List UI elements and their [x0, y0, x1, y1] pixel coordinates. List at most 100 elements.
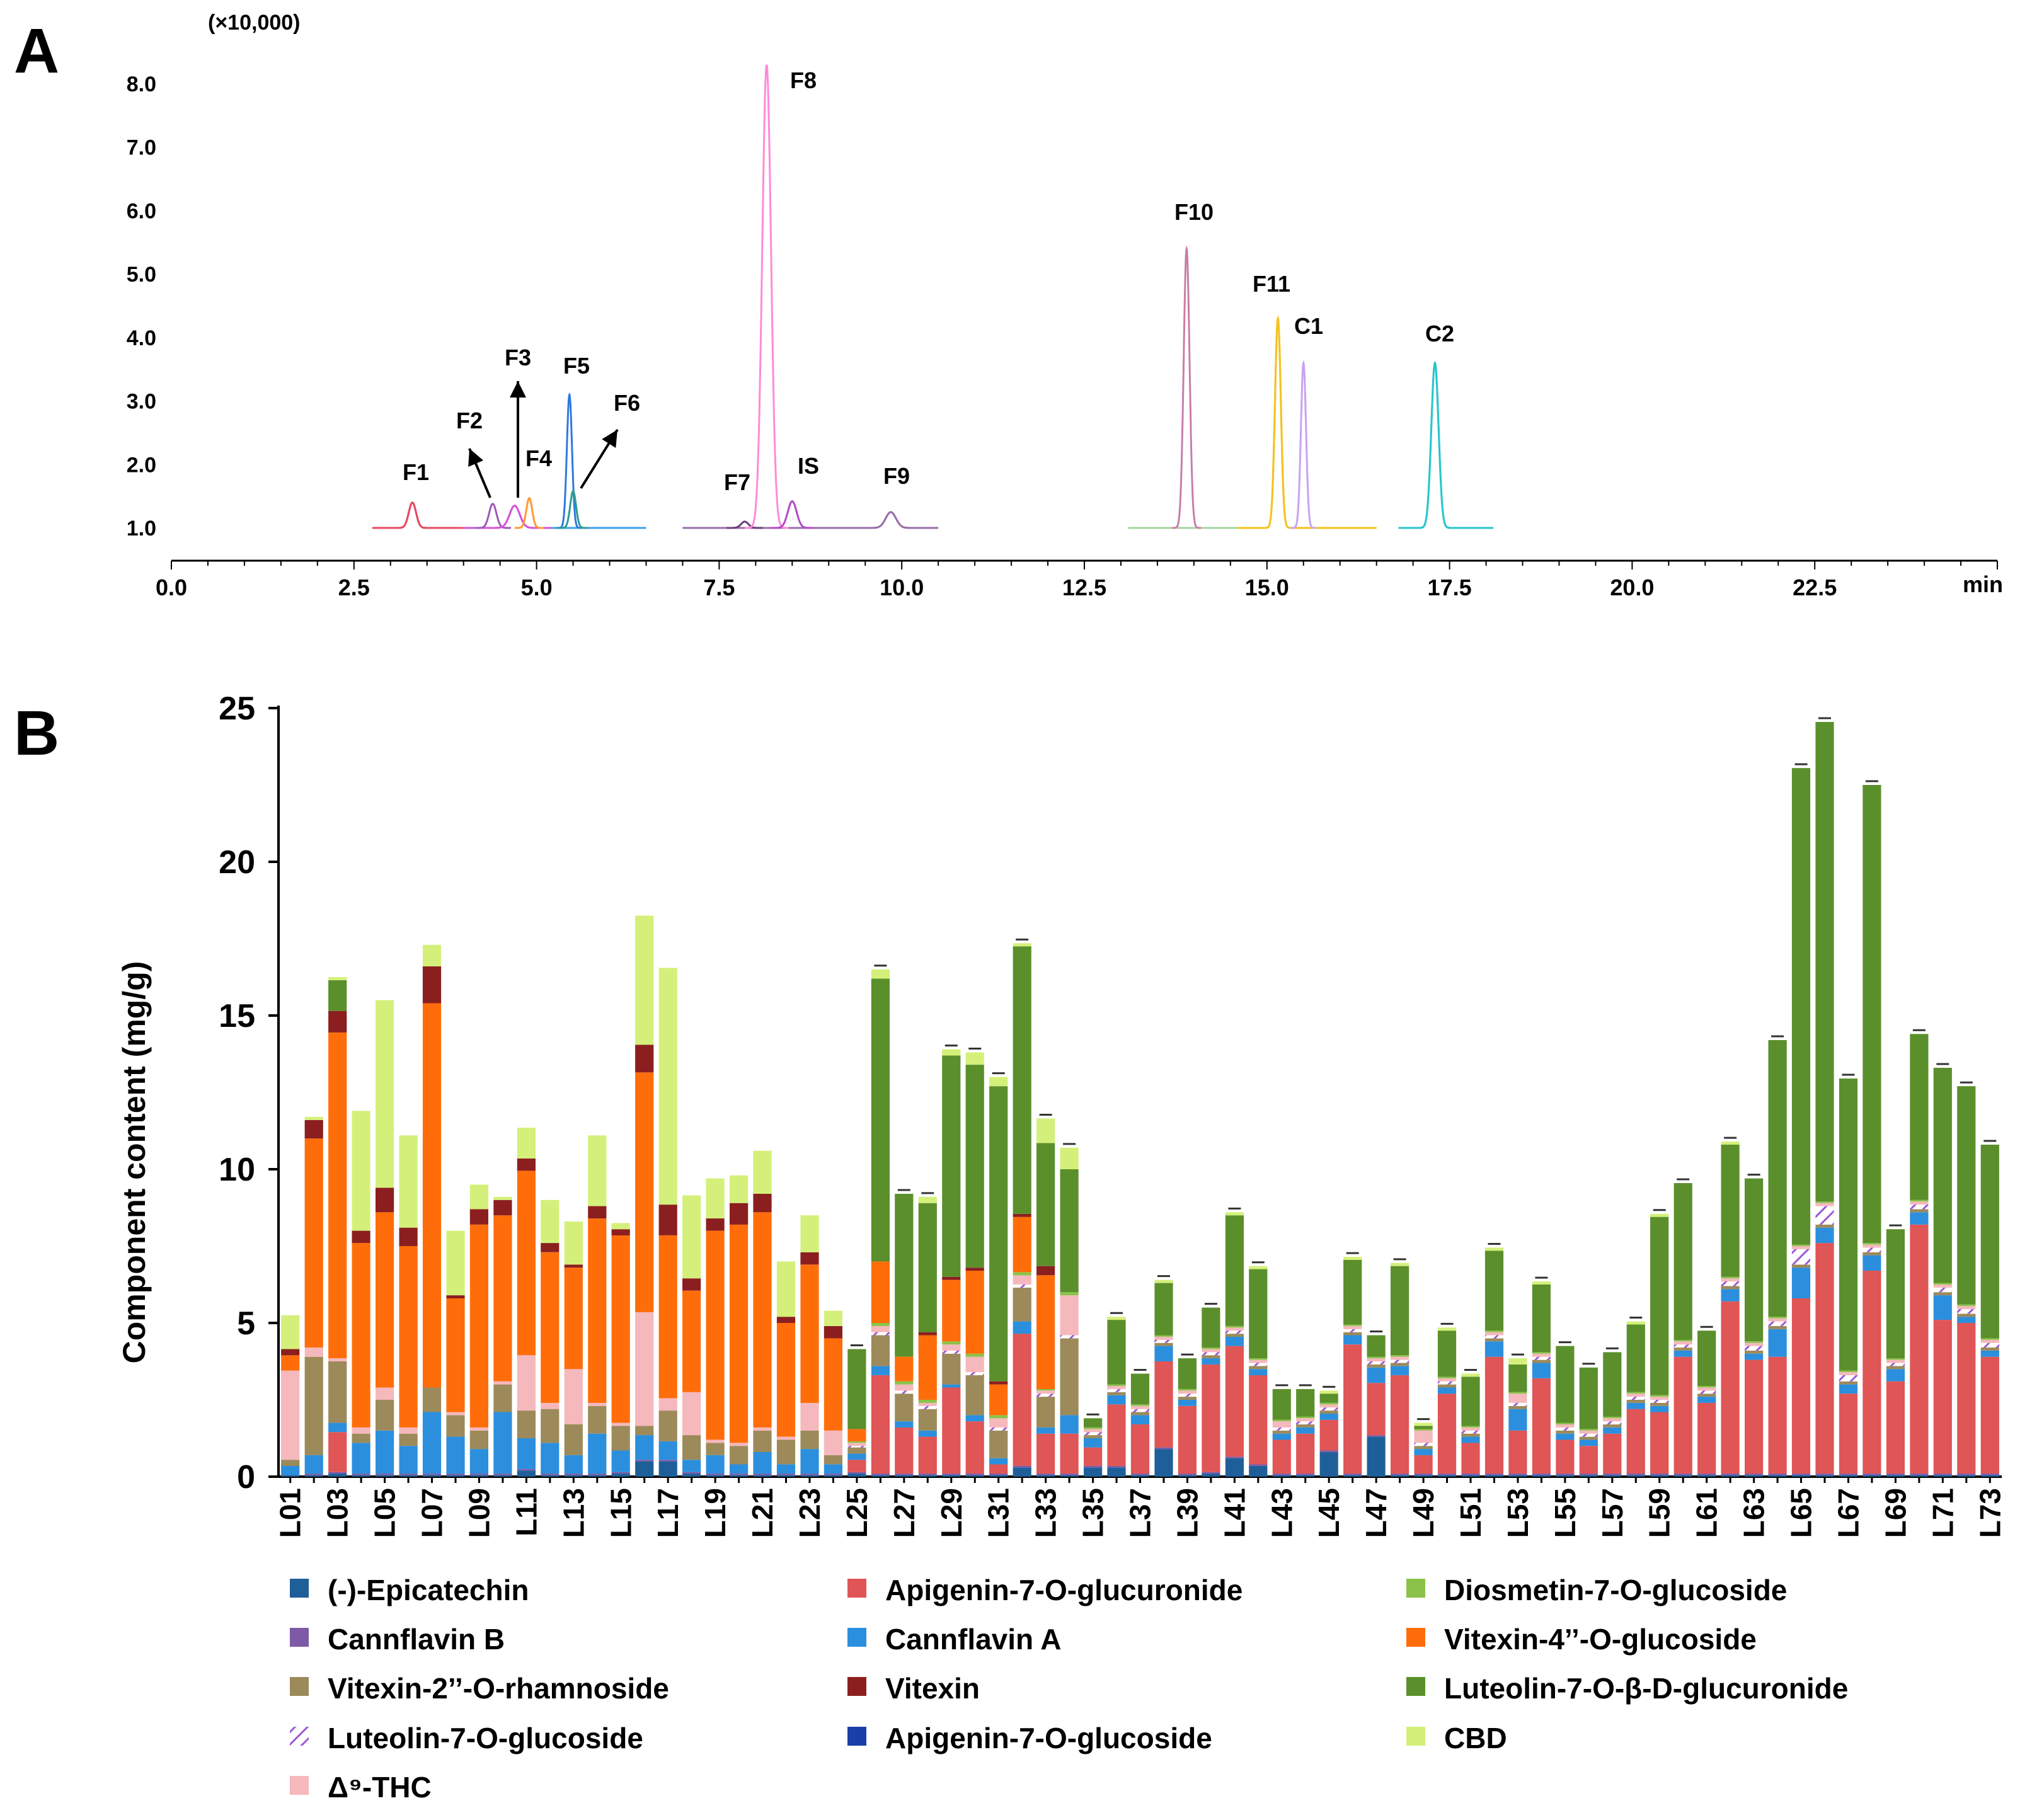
bar-segment-l56: [1579, 1475, 1598, 1477]
y-tick-label: 6.0: [127, 199, 156, 223]
bar-segment-l47: [1367, 1364, 1386, 1368]
peak-f2: [474, 503, 511, 529]
bar-segment-l11: [517, 1411, 536, 1438]
bar-segment-l31: [989, 1077, 1008, 1087]
bar-segment-l71: [1933, 1285, 1952, 1288]
chromatogram-panel: (×10,000) min 0.0 2.5 5.0 7.5 10.0 12.5 15.0 17…: [127, 11, 2003, 600]
bar-segment-l18: [682, 1474, 701, 1477]
bar-segment-l68: [1863, 1475, 1881, 1477]
bar-segment-l22: [776, 1436, 796, 1440]
peak-f3: [489, 505, 541, 529]
bar-segment-l61: [1697, 1387, 1716, 1391]
bar-segment-l31: [989, 1458, 1008, 1465]
bar-segment-l45: [1319, 1450, 1338, 1452]
y-tick-label: 20: [219, 844, 255, 881]
bar-segment-l43: [1272, 1427, 1291, 1431]
bar-segment-l73: [1980, 1350, 1999, 1357]
bar-segment-l49: [1414, 1474, 1433, 1475]
bar-segment-l48: [1391, 1359, 1409, 1363]
bar-segment-l26: [871, 1335, 890, 1366]
bar-segment-l08: [446, 1412, 465, 1416]
bar-segment-l71: [1933, 1292, 1952, 1296]
bar-segment-l22: [776, 1317, 796, 1323]
bar-segment-l39: [1178, 1475, 1197, 1477]
bar-segment-l50: [1437, 1378, 1457, 1382]
bar-segment-l35: [1084, 1465, 1103, 1468]
bar-segment-l69: [1886, 1381, 1905, 1474]
bar-segment-l25: [847, 1474, 866, 1477]
bar-segment-l55: [1556, 1430, 1575, 1434]
legend-label: Vitexin-4’’-O-glucoside: [1444, 1623, 1757, 1656]
bar-segment-l72: [1957, 1317, 1976, 1323]
bar-segment-l53: [1508, 1392, 1527, 1394]
bar-segment-l35: [1084, 1418, 1103, 1428]
x-tick-label: L07: [416, 1488, 449, 1538]
bar-segment-l45: [1319, 1394, 1338, 1403]
bar-segment-l41: [1225, 1458, 1244, 1477]
bar-segment-l72: [1957, 1313, 1976, 1317]
peak-f6: [558, 489, 588, 529]
trace-segment: [1237, 315, 1377, 529]
bar-segment-l03: [328, 1032, 347, 1359]
bar-segment-l19: [706, 1443, 725, 1455]
bar-segment-l07: [422, 1474, 442, 1475]
bar-segment-l40: [1202, 1349, 1220, 1353]
bar-segment-l27: [895, 1474, 914, 1475]
peak-f9: [865, 511, 917, 529]
bar-segment-l33: [1036, 1474, 1055, 1475]
peak-label: F8: [790, 67, 817, 93]
bar-segment-l32: [1013, 1272, 1031, 1276]
bar-segment-l10: [493, 1381, 512, 1385]
bar-segment-l35: [1084, 1447, 1103, 1466]
bar-segment-l69: [1886, 1475, 1905, 1477]
bar-segment-l57: [1603, 1416, 1622, 1419]
bar-segment-l31: [989, 1427, 1008, 1431]
bar-segment-l55: [1556, 1346, 1575, 1423]
bar-segment-l38: [1154, 1361, 1173, 1448]
bar-segment-l55: [1556, 1427, 1575, 1431]
bar-segment-l69: [1886, 1229, 1905, 1359]
bar-segment-l44: [1296, 1421, 1315, 1425]
bar-segment-l29: [942, 1384, 961, 1388]
bar-segment-l45: [1319, 1404, 1338, 1408]
bar-segment-l52: [1484, 1475, 1504, 1477]
bar-segment-l08: [446, 1230, 465, 1296]
bar-segment-l65: [1791, 1475, 1811, 1477]
bar-segment-l44: [1296, 1475, 1315, 1477]
bar-segment-l42: [1249, 1465, 1268, 1477]
bar-segment-l01: [281, 1315, 300, 1349]
bar-segment-l73: [1980, 1339, 1999, 1343]
legend-swatch: [290, 1677, 309, 1696]
bar-segment-l73: [1980, 1145, 1999, 1339]
bar-segment-l28: [918, 1400, 937, 1403]
bar-segment-l09: [469, 1427, 488, 1431]
bar-segment-l60: [1673, 1183, 1692, 1340]
bar-segment-l14: [588, 1402, 607, 1406]
bar-segment-l15: [611, 1223, 630, 1230]
bar-segment-l68: [1863, 785, 1881, 1244]
bar-segment-l37: [1130, 1373, 1150, 1405]
legend-label: Luteolin-7-O-β-D-glucuronide: [1444, 1672, 1848, 1705]
bar-segment-l05: [376, 1212, 394, 1388]
bar-segment-l52: [1484, 1338, 1504, 1342]
peak-f1: [394, 501, 431, 529]
bar-segment-l58: [1626, 1394, 1645, 1397]
bar-segment-l12: [541, 1475, 560, 1477]
bar-segment-l58: [1626, 1474, 1645, 1475]
bar-segment-l40: [1202, 1352, 1220, 1356]
bar-segment-l54: [1532, 1281, 1551, 1285]
bar-segment-l49: [1414, 1475, 1433, 1477]
bar-segment-l52: [1484, 1341, 1504, 1357]
bar-segment-l30: [965, 1052, 984, 1065]
bar-segment-l24: [824, 1475, 842, 1477]
bar-segment-l29: [942, 1475, 961, 1477]
bar-segment-l30: [965, 1356, 984, 1373]
bar-segment-l41: [1225, 1457, 1244, 1458]
bar-segment-l64: [1768, 1318, 1787, 1322]
bar-segment-l24: [824, 1464, 842, 1474]
bar-segment-l24: [824, 1474, 842, 1475]
bar-segment-l61: [1697, 1394, 1716, 1397]
bar-segment-l48: [1391, 1355, 1409, 1357]
bar-segment-l48: [1391, 1356, 1409, 1360]
bar-segment-l06: [399, 1446, 418, 1474]
